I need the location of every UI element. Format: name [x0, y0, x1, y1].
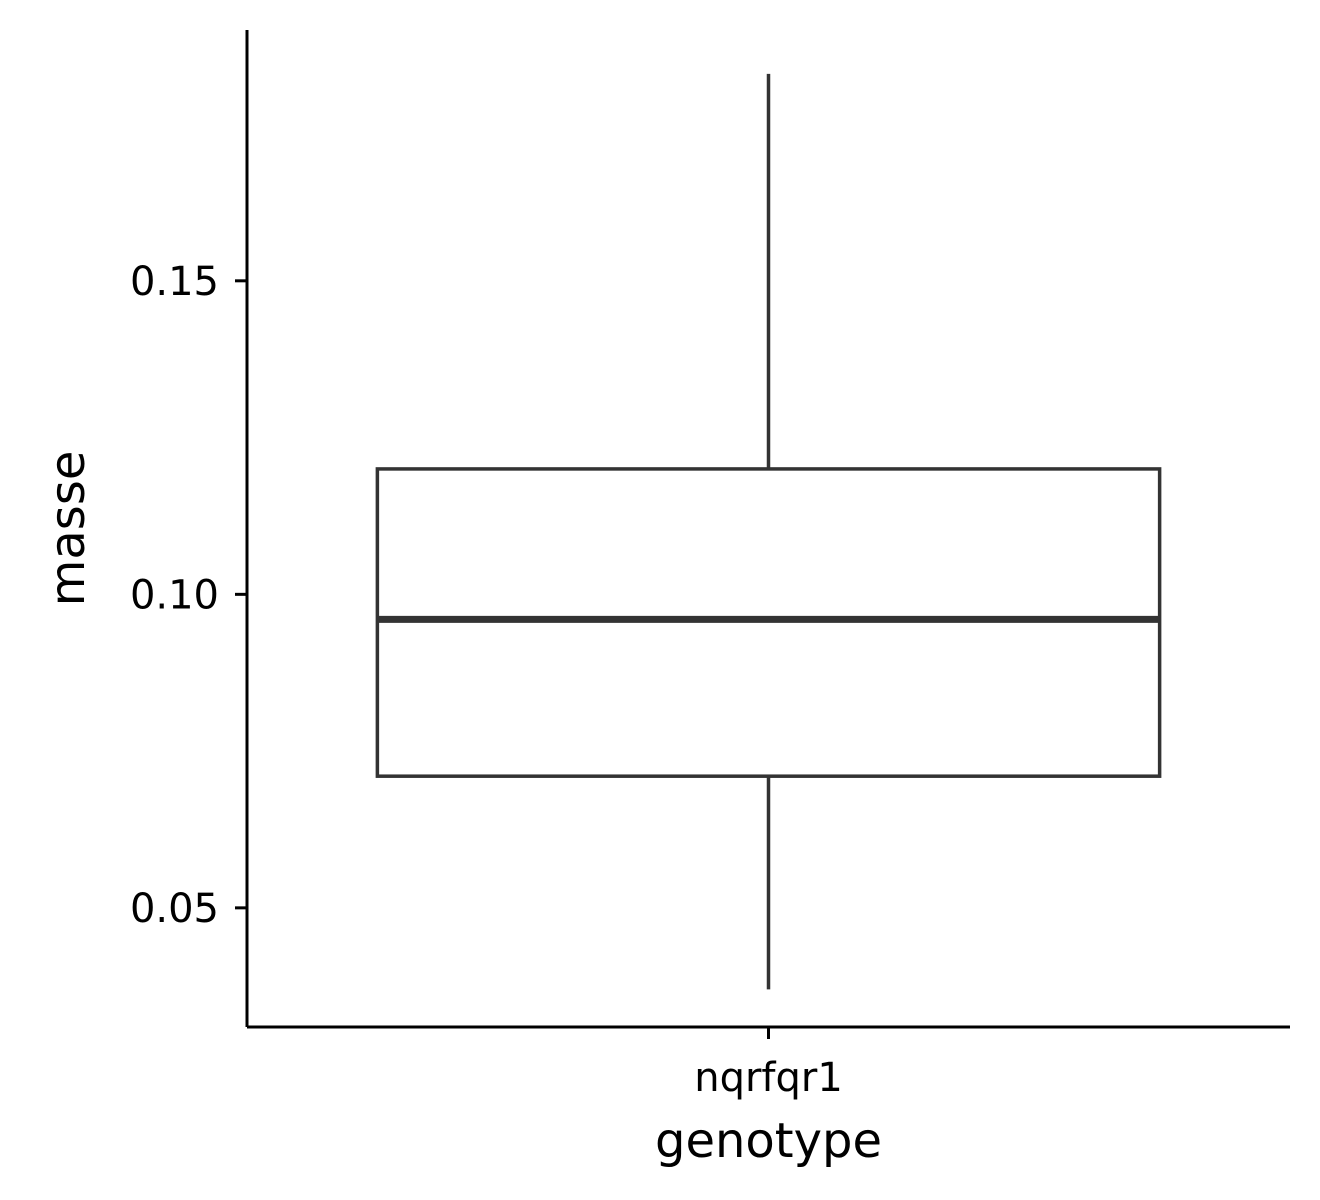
- x-ticks: nqrfqr1: [694, 1027, 843, 1101]
- box-group: [375, 73, 1162, 990]
- x-tick-label: nqrfqr1: [694, 1055, 843, 1101]
- y-ticks: 0.05 0.10 0.15: [130, 259, 247, 932]
- y-tick-label: 0.15: [130, 259, 219, 305]
- y-tick-label: 0.05: [130, 886, 219, 932]
- y-tick-label: 0.10: [130, 572, 219, 618]
- y-axis-title: masse: [40, 451, 96, 607]
- x-axis-title: genotype: [655, 1113, 882, 1169]
